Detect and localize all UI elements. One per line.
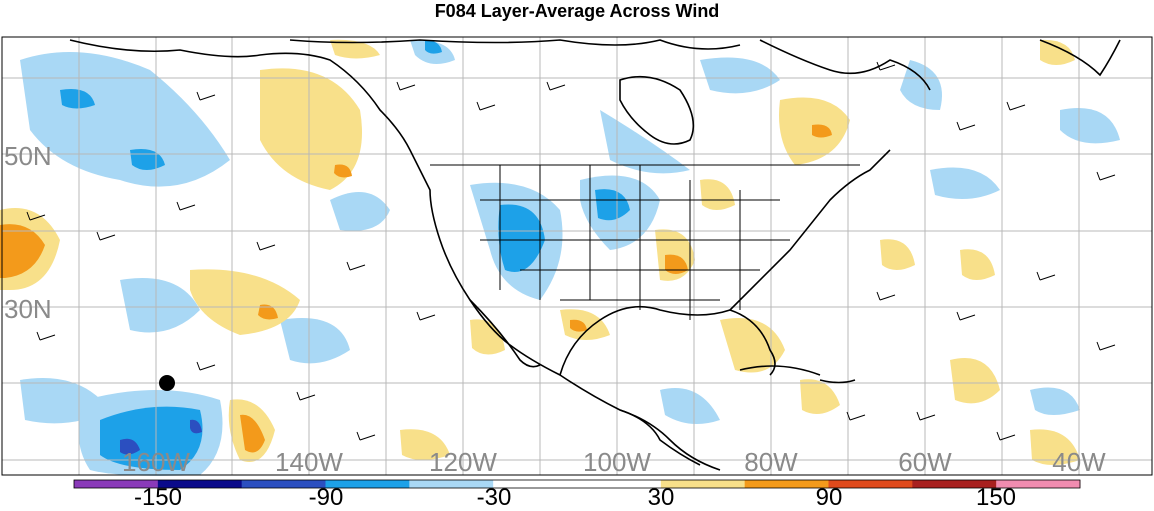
lon-label-60w: 60W bbox=[898, 447, 952, 477]
colorbar-swatch bbox=[409, 480, 494, 488]
state-borders bbox=[430, 164, 860, 320]
colorbar-swatch bbox=[157, 480, 243, 488]
colorbar-swatch bbox=[912, 480, 997, 488]
colorbar-label: 30 bbox=[648, 484, 675, 511]
wind-barbs bbox=[26, 61, 1116, 441]
colorbar-outline bbox=[73, 479, 1081, 489]
lon-label-80w: 80W bbox=[744, 447, 798, 477]
colorbar bbox=[73, 479, 1081, 489]
colorbar-swatch bbox=[493, 480, 578, 488]
map-frame bbox=[1, 36, 1153, 476]
colorbar-swatch bbox=[325, 480, 410, 488]
graticule-grid bbox=[2, 37, 1152, 475]
lon-label-120w: 120W bbox=[429, 447, 497, 477]
colorbar-swatch bbox=[828, 480, 913, 488]
colorbar-swatch bbox=[74, 480, 159, 488]
colorbar-label: -30 bbox=[477, 484, 512, 511]
lat-label-30n: 30N bbox=[4, 294, 52, 324]
lon-label-40w: 40W bbox=[1052, 447, 1106, 477]
lat-label-50n: 50N bbox=[4, 141, 52, 171]
colorbar-label: -150 bbox=[134, 484, 182, 511]
coastlines bbox=[69, 39, 1121, 471]
colorbar-swatch bbox=[577, 480, 662, 488]
colorbar-labels: -150 -90 -30 30 90 150 bbox=[134, 484, 1016, 511]
colorbar-swatch bbox=[660, 480, 746, 488]
shaded-fields bbox=[0, 39, 1120, 476]
colorbar-label: -90 bbox=[309, 484, 344, 511]
colorbar-swatch bbox=[996, 480, 1081, 488]
lon-label-140w: 140W bbox=[275, 447, 343, 477]
colorbar-swatch bbox=[744, 480, 829, 488]
colorbar-label: 90 bbox=[816, 484, 843, 511]
colorbar-label: 150 bbox=[976, 484, 1016, 511]
lon-label-100w: 100W bbox=[583, 447, 651, 477]
location-marker bbox=[159, 375, 175, 391]
lon-label-160w: 160W bbox=[122, 447, 190, 477]
colorbar-swatch bbox=[241, 480, 326, 488]
map-title: F084 Layer-Average Across Wind bbox=[434, 1, 720, 21]
